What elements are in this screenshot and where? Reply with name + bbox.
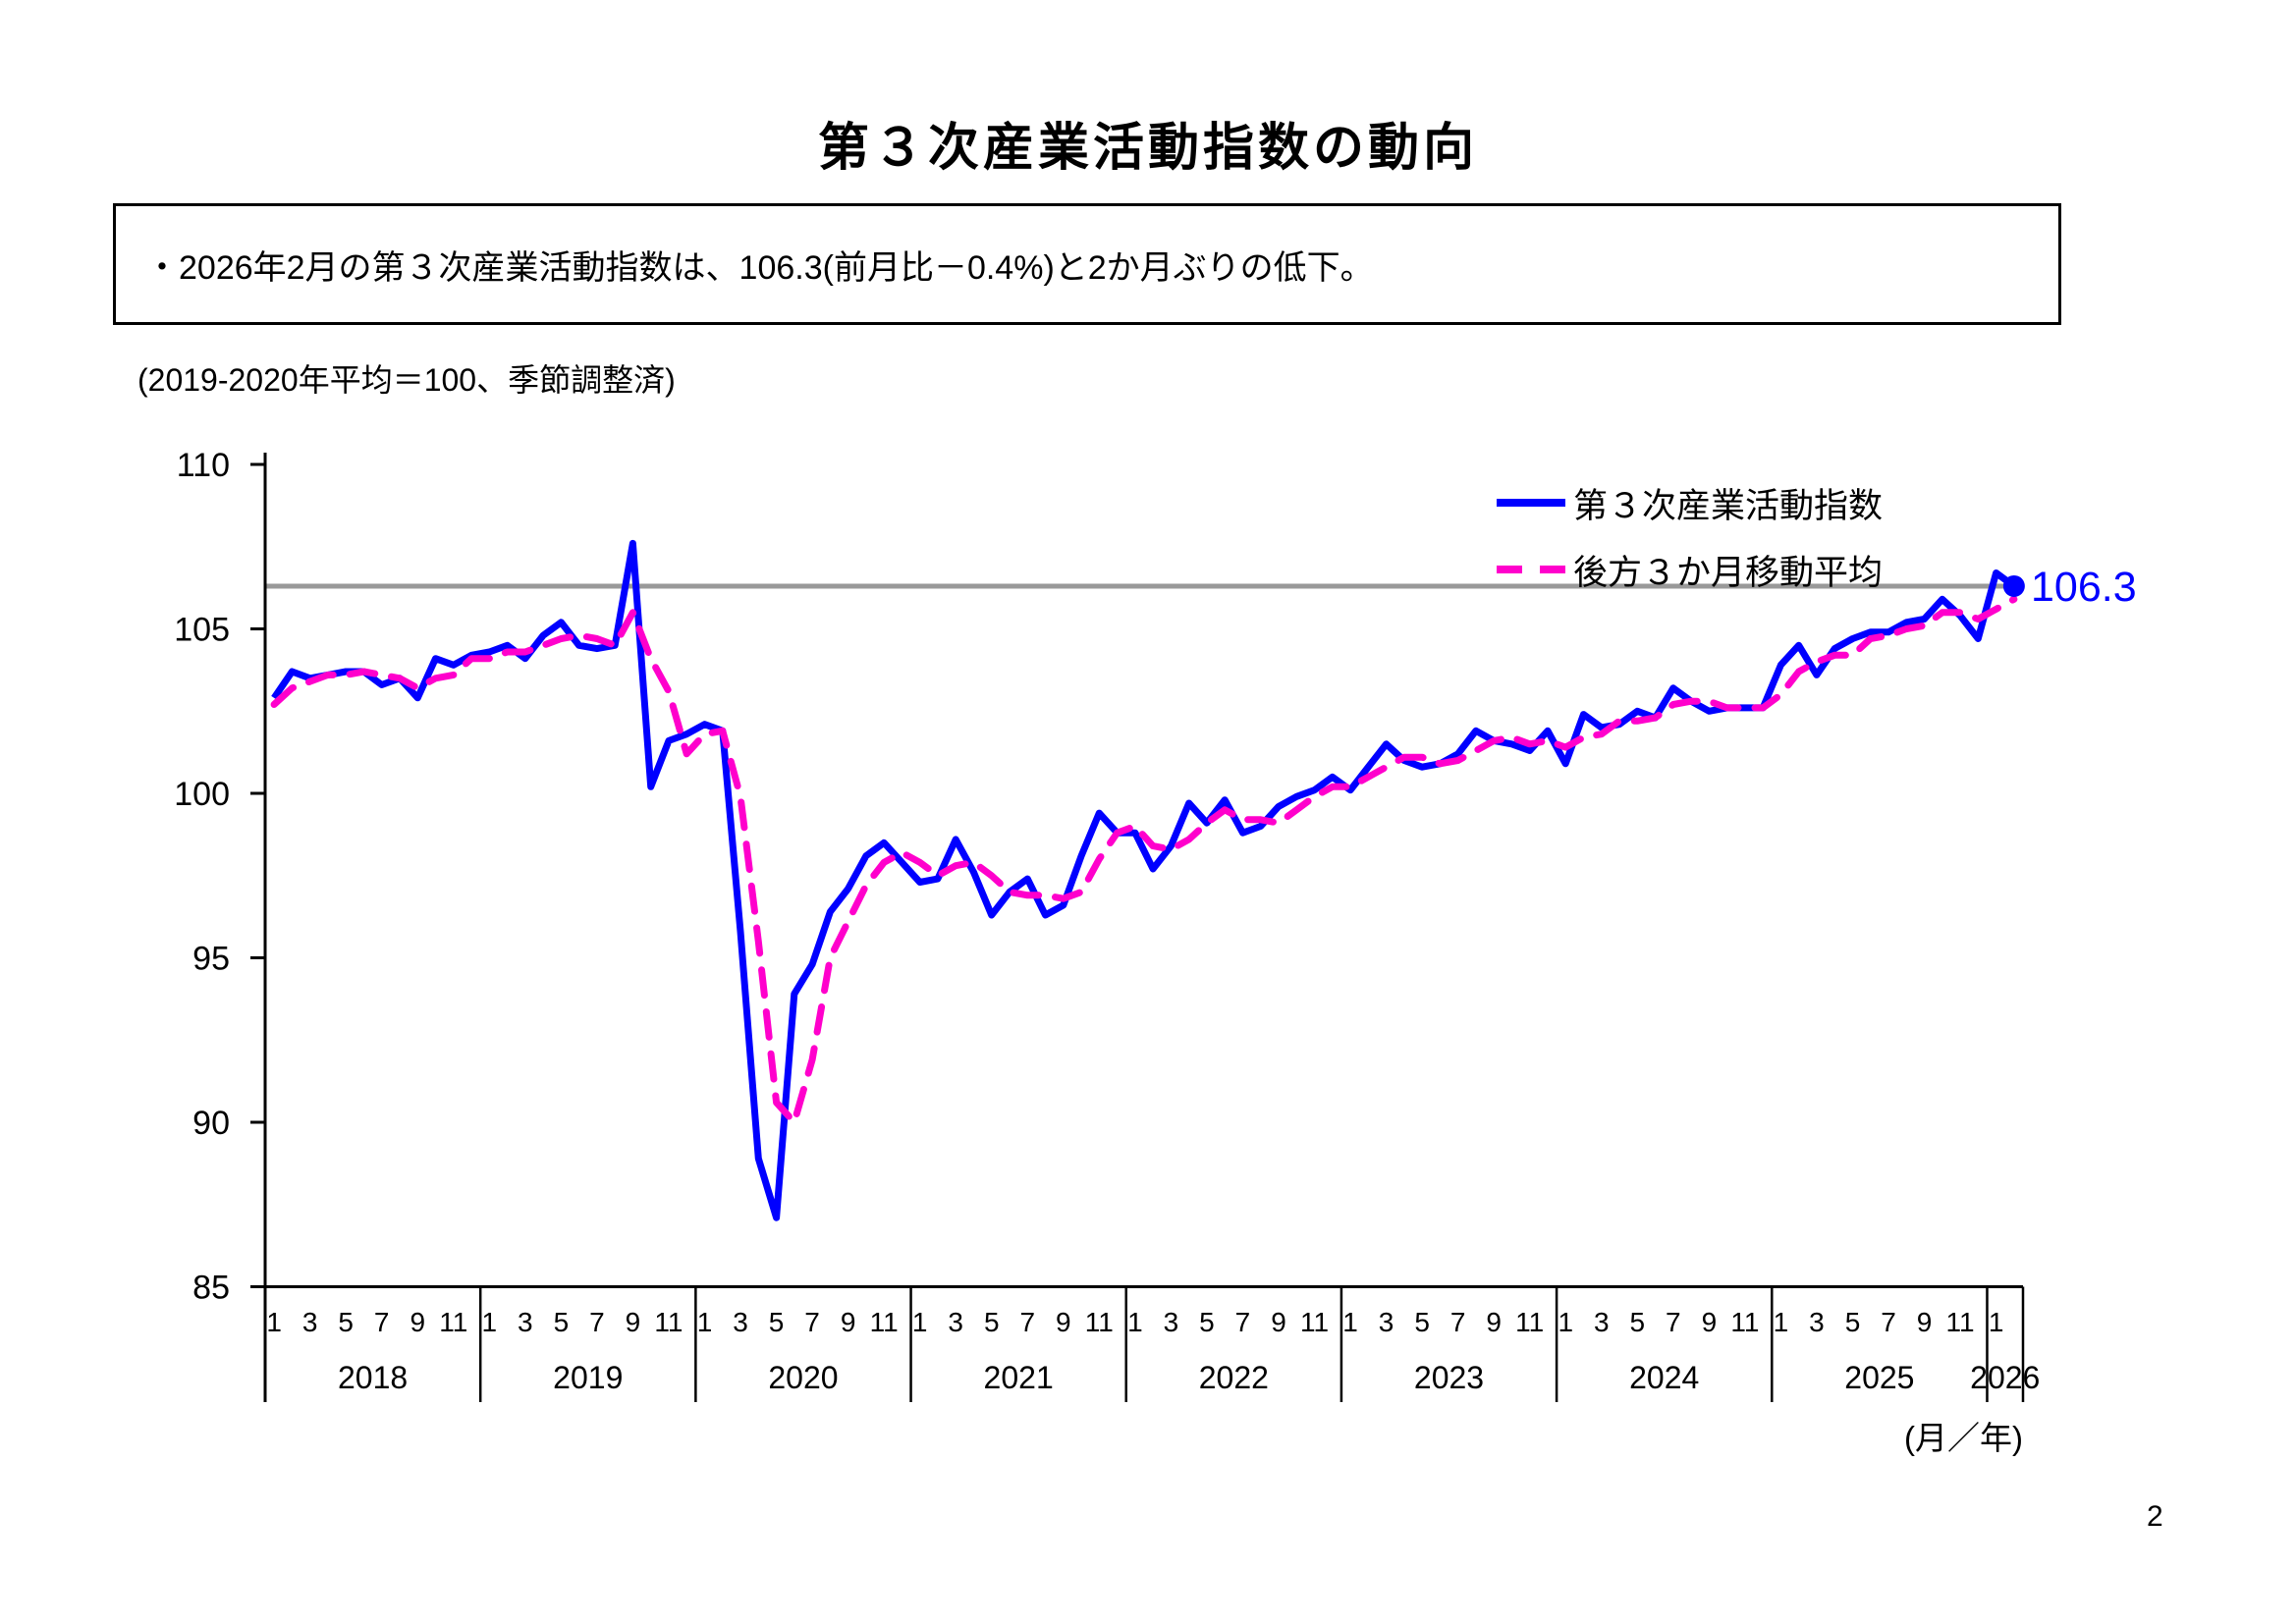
- month-tick-label: 5: [338, 1307, 354, 1337]
- month-tick-label: 3: [733, 1307, 748, 1337]
- month-tick-label: 3: [1809, 1307, 1825, 1337]
- month-tick-label: 5: [984, 1307, 1000, 1337]
- month-tick-label: 1: [1342, 1307, 1358, 1337]
- month-tick-label: 7: [589, 1307, 605, 1337]
- month-tick-label: 5: [1199, 1307, 1215, 1337]
- month-tick-label: 1: [1989, 1307, 2004, 1337]
- legend-item-index: 第３次産業活動指数: [1497, 469, 1883, 536]
- year-label: 2019: [553, 1360, 623, 1395]
- x-axis-unit-label: (月／年): [1904, 1420, 2023, 1456]
- month-tick-label: 9: [626, 1307, 641, 1337]
- month-tick-label: 11: [1730, 1307, 1759, 1337]
- month-tick-label: 9: [410, 1307, 425, 1337]
- month-tick-label: 9: [1917, 1307, 1933, 1337]
- month-tick-label: 7: [1019, 1307, 1035, 1337]
- month-tick-label: 11: [1515, 1307, 1544, 1337]
- month-tick-label: 3: [948, 1307, 963, 1337]
- month-tick-label: 7: [804, 1307, 820, 1337]
- moving-average-line: [270, 595, 2018, 1126]
- year-label: 2021: [984, 1360, 1054, 1395]
- legend-dashed-line-swatch: [1497, 566, 1565, 573]
- month-tick-label: 11: [654, 1307, 683, 1337]
- y-tick-label: 95: [192, 941, 230, 978]
- month-tick-label: 9: [1056, 1307, 1071, 1337]
- end-point-value-label: 106.3: [2031, 564, 2137, 611]
- end-point-marker: [2002, 574, 2025, 597]
- year-label: 2022: [1199, 1360, 1269, 1395]
- legend-label-moving-average: 後方３か月移動平均: [1573, 553, 1884, 592]
- month-tick-label: 7: [1450, 1307, 1466, 1337]
- month-tick-label: 1: [1558, 1307, 1573, 1337]
- legend: 第３次産業活動指数 後方３か月移動平均: [1497, 469, 1883, 603]
- year-label: 2020: [768, 1360, 838, 1395]
- month-tick-label: 1: [482, 1307, 498, 1337]
- year-label: 2025: [1844, 1360, 1914, 1395]
- month-tick-label: 11: [439, 1307, 467, 1337]
- month-tick-label: 9: [841, 1307, 856, 1337]
- month-tick-label: 7: [1666, 1307, 1681, 1337]
- y-tick-label: 105: [174, 612, 230, 649]
- summary-text: ・2026年2月の第３次産業活動指数は、106.3(前月比－0.4%)と2か月ぶ…: [145, 248, 1374, 287]
- month-tick-label: 11: [1300, 1307, 1329, 1337]
- month-tick-label: 11: [870, 1307, 899, 1337]
- month-tick-label: 7: [1235, 1307, 1251, 1337]
- year-label: 2023: [1414, 1360, 1484, 1395]
- y-tick-label: 85: [192, 1270, 230, 1307]
- base-note: (2019-2020年平均＝100、季節調整済): [137, 362, 676, 398]
- year-label: 2024: [1629, 1360, 1699, 1395]
- month-tick-label: 3: [302, 1307, 318, 1337]
- month-tick-label: 1: [697, 1307, 713, 1337]
- month-tick-label: 9: [1271, 1307, 1286, 1337]
- month-tick-label: 7: [1881, 1307, 1896, 1337]
- month-tick-label: 5: [769, 1307, 785, 1337]
- y-tick-label: 90: [192, 1105, 230, 1142]
- month-tick-label: 5: [1414, 1307, 1430, 1337]
- legend-item-moving-average: 後方３か月移動平均: [1497, 536, 1883, 603]
- month-tick-label: 1: [266, 1307, 282, 1337]
- index-line: [271, 539, 2016, 1221]
- page-number: 2: [2147, 1500, 2163, 1533]
- y-tick-label: 100: [174, 776, 230, 813]
- year-label: 2018: [338, 1360, 408, 1395]
- page-title: 第３次産業活動指数の動向: [817, 120, 1478, 177]
- year-label: 2026: [1970, 1360, 2040, 1395]
- month-tick-label: 9: [1486, 1307, 1502, 1337]
- month-tick-label: 3: [518, 1307, 533, 1337]
- month-tick-label: 11: [1085, 1307, 1114, 1337]
- legend-solid-line-swatch: [1497, 499, 1565, 507]
- month-tick-label: 9: [1702, 1307, 1718, 1337]
- y-tick-label: 110: [177, 447, 230, 484]
- month-tick-label: 3: [1594, 1307, 1610, 1337]
- month-tick-label: 5: [554, 1307, 570, 1337]
- month-tick-label: 5: [1845, 1307, 1861, 1337]
- month-tick-label: 3: [1379, 1307, 1394, 1337]
- month-tick-label: 1: [912, 1307, 928, 1337]
- summary-box: ・2026年2月の第３次産業活動指数は、106.3(前月比－0.4%)と2か月ぶ…: [113, 203, 2061, 325]
- month-tick-label: 1: [1127, 1307, 1143, 1337]
- month-tick-label: 11: [1946, 1307, 1975, 1337]
- month-tick-label: 1: [1774, 1307, 1789, 1337]
- legend-label-index: 第３次産業活動指数: [1573, 486, 1884, 525]
- month-tick-label: 7: [374, 1307, 390, 1337]
- month-tick-label: 3: [1164, 1307, 1179, 1337]
- month-tick-label: 5: [1630, 1307, 1646, 1337]
